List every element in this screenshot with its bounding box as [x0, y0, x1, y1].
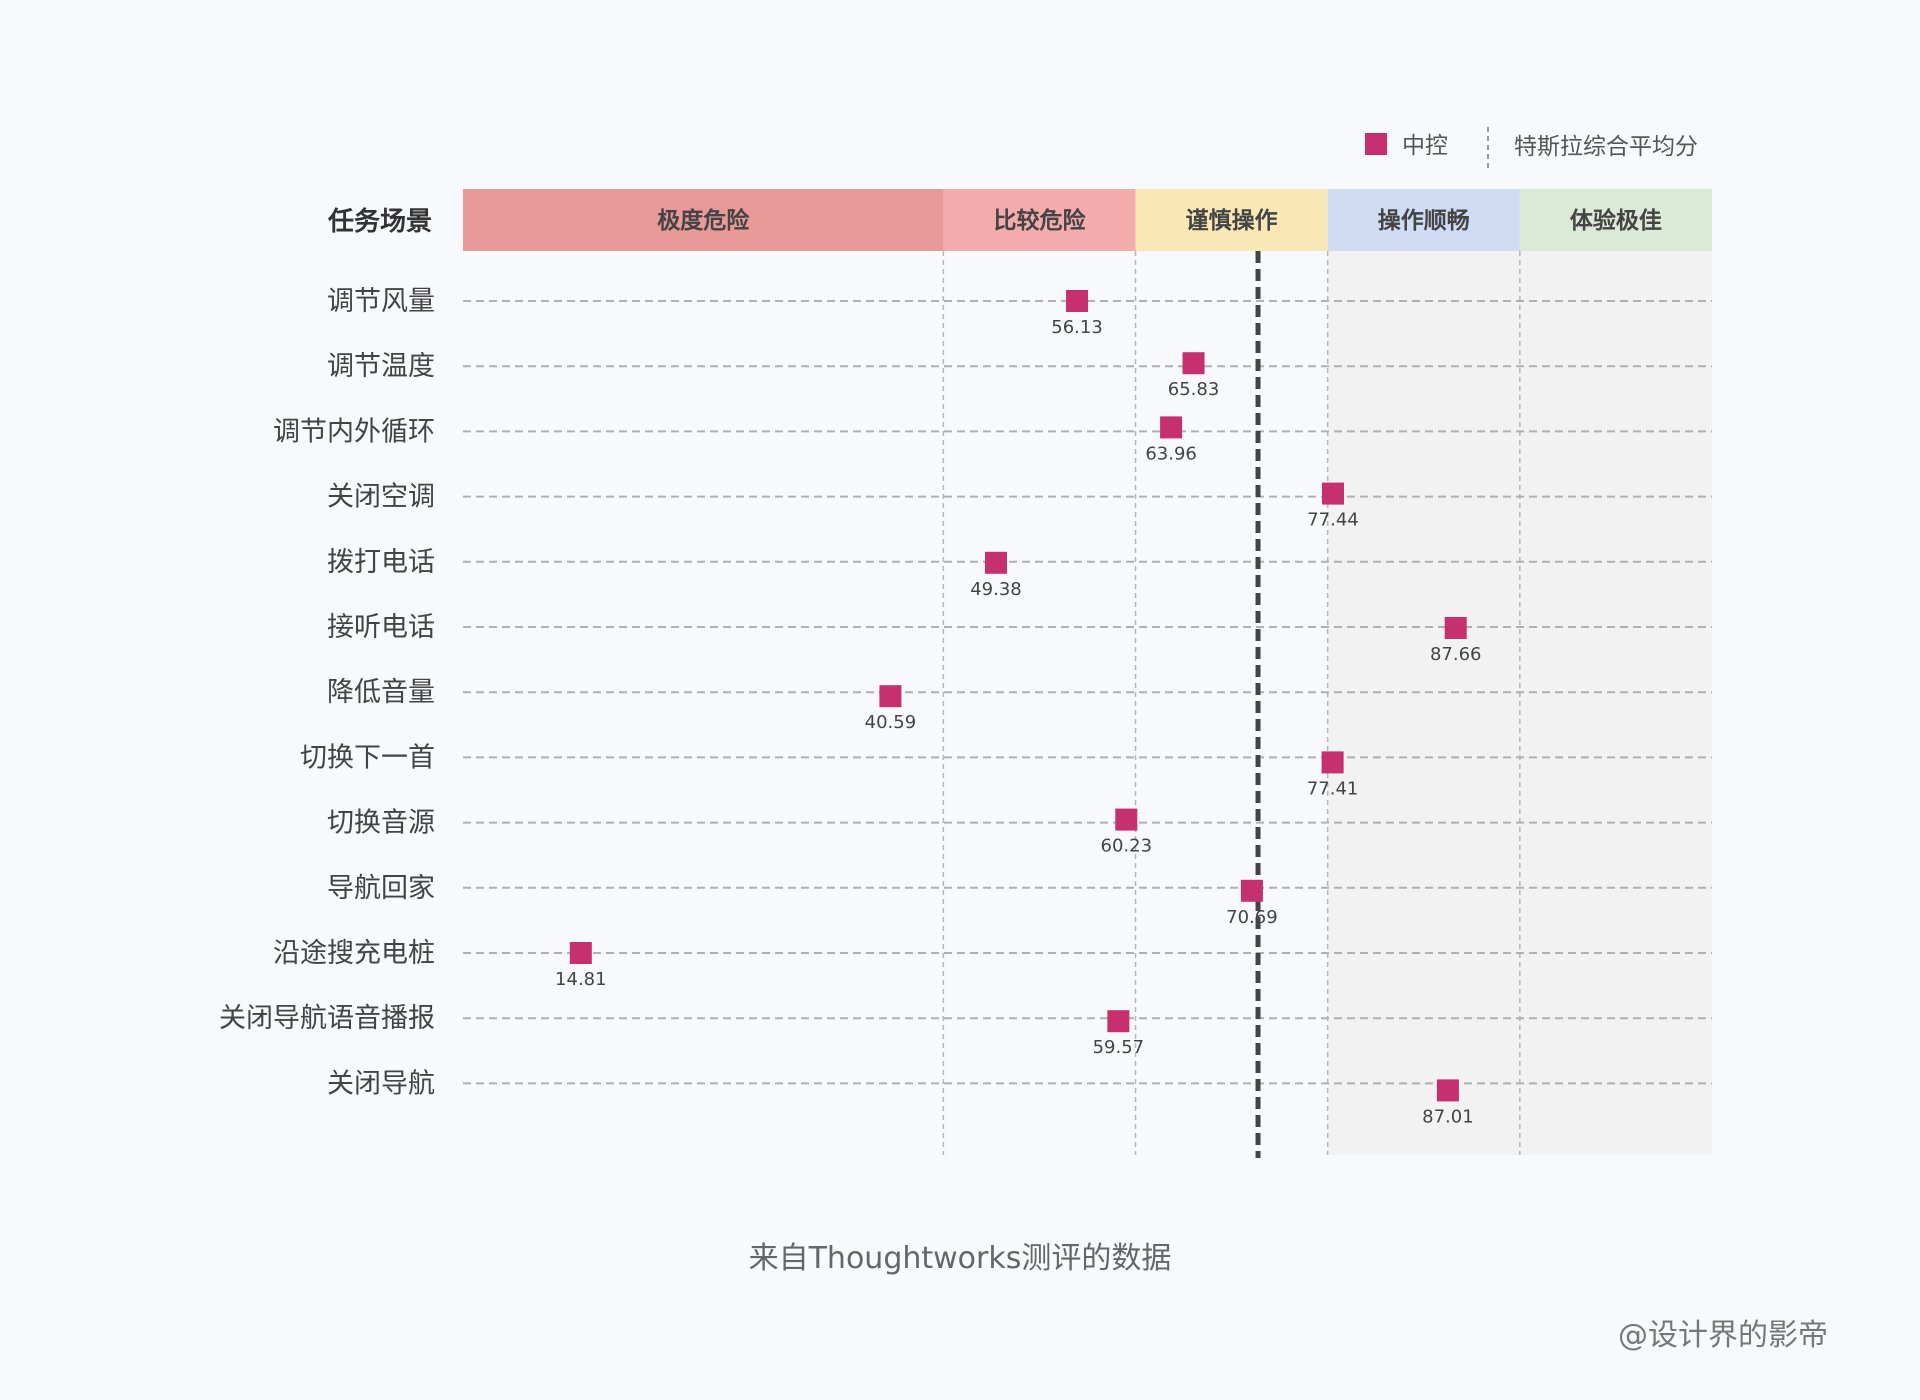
- zone-label-1: 比较危险: [993, 207, 1086, 234]
- data-label: 63.96: [1145, 443, 1197, 464]
- row-label: 调节风量: [327, 286, 435, 317]
- zone-band-0: [463, 189, 944, 251]
- data-marker: [1160, 416, 1183, 439]
- legend-baseline-label: 特斯拉综合平均分: [1514, 134, 1698, 160]
- data-label: 60.23: [1101, 836, 1153, 857]
- data-label: 87.66: [1430, 644, 1482, 665]
- data-label: 49.38: [970, 579, 1022, 600]
- row-label: 关闭导航: [327, 1068, 435, 1099]
- zone-label-4: 体验极佳: [1570, 207, 1662, 234]
- data-markers: 56.13 65.83 63.96 77.44 49.38 87.66 40.59 77.41…: [555, 290, 1481, 1127]
- data-label: 14.81: [555, 969, 607, 990]
- row-label: 关闭空调: [327, 482, 435, 513]
- row-label: 切换下一首: [300, 742, 435, 773]
- data-marker: [984, 551, 1007, 574]
- data-marker: [1107, 1010, 1130, 1033]
- legend-series-label: 中控: [1402, 133, 1448, 159]
- row-label: 切换音源: [327, 808, 435, 839]
- data-label: 56.13: [1051, 317, 1103, 338]
- row-label: 沿途搜充电桩: [273, 938, 435, 969]
- zone-label-3: 操作顺畅: [1378, 207, 1470, 234]
- legend-marker: [1365, 133, 1387, 155]
- data-label: 59.57: [1093, 1037, 1145, 1058]
- zone-band-2: [1135, 189, 1328, 251]
- data-marker: [1436, 1079, 1459, 1102]
- data-marker: [1182, 352, 1205, 375]
- data-marker: [1444, 617, 1467, 639]
- data-label: 77.44: [1307, 510, 1359, 531]
- row-label: 关闭导航语音播报: [219, 1003, 435, 1034]
- zone-band-3: [1327, 189, 1520, 251]
- row-gridlines: 调节风量调节温度调节内外循环关闭空调拨打电话接听电话降低音量切换下一首切换音源导…: [219, 286, 1712, 1099]
- zone-label-0: 极度危险: [657, 207, 750, 234]
- data-label: 65.83: [1168, 379, 1220, 400]
- data-marker: [1115, 808, 1138, 831]
- zone-label-2: 谨慎操作: [1186, 207, 1278, 234]
- zone-band-1: [943, 189, 1136, 251]
- row-label: 调节温度: [327, 351, 435, 382]
- zone-divider-lines: [942, 251, 1521, 1155]
- data-marker: [1240, 879, 1263, 902]
- data-label: 70.69: [1226, 907, 1278, 928]
- data-label: 77.41: [1307, 778, 1359, 799]
- data-marker: [1321, 751, 1344, 774]
- row-label: 拨打电话: [327, 547, 435, 578]
- zone-header-bar: 极度危险 比较危险 谨慎操作 操作顺畅 体验极佳: [463, 189, 1712, 251]
- row-label: 导航回家: [327, 873, 435, 904]
- data-marker: [1066, 290, 1089, 312]
- data-marker: [879, 685, 902, 708]
- credit: @设计界的影帝: [1618, 1318, 1828, 1353]
- header-label: 任务场景: [327, 207, 432, 237]
- data-marker: [1321, 482, 1344, 505]
- legend: 中控 特斯拉综合平均分: [1365, 127, 1698, 168]
- caption: 来自Thoughtworks测评的数据: [749, 1241, 1172, 1276]
- row-label: 接听电话: [327, 612, 435, 643]
- data-marker: [569, 942, 592, 964]
- data-label: 87.01: [1422, 1106, 1474, 1127]
- zone-band-4: [1519, 189, 1712, 251]
- data-label: 40.59: [865, 712, 917, 733]
- row-label: 调节内外循环: [273, 416, 435, 447]
- row-label: 降低音量: [327, 677, 435, 708]
